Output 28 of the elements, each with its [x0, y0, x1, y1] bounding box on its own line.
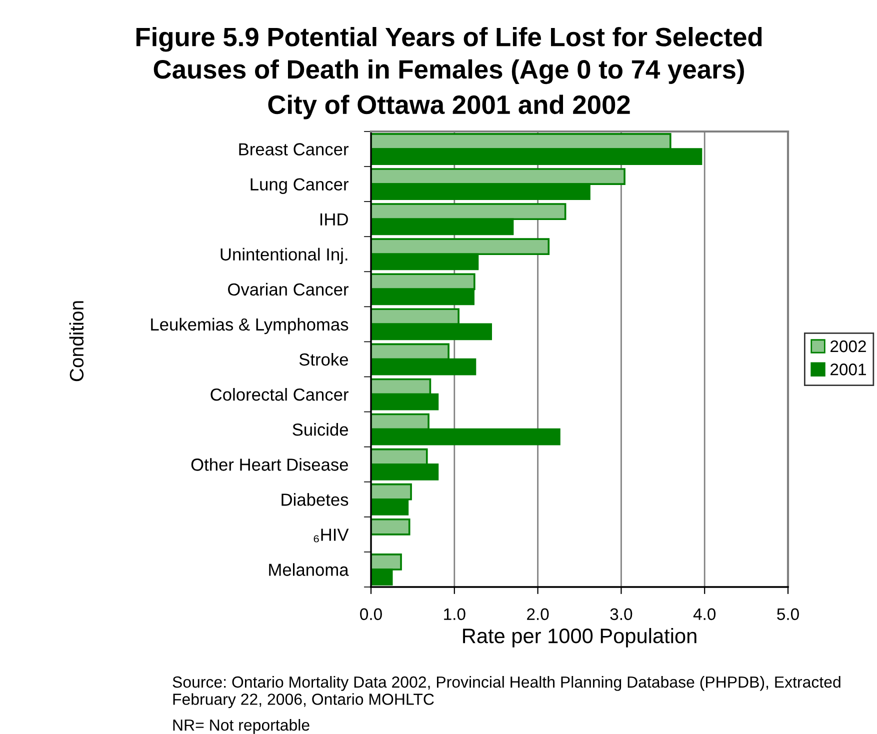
y-tick-label: Suicide: [292, 423, 348, 436]
y-tick-label: IHD: [320, 213, 348, 226]
legend-label: 2002: [830, 340, 866, 352]
x-tick-label: 3.0: [610, 608, 632, 620]
x-tick-label: 5.0: [777, 608, 799, 620]
x-tick-label: 0.0: [360, 608, 382, 620]
legend-label: 2001: [830, 364, 866, 376]
x-tick-label: 1.0: [444, 608, 466, 620]
y-tick-label: Leukemias & Lymphomas: [151, 318, 348, 334]
y-tick-label: Melanoma: [269, 563, 349, 576]
x-axis-title: Rate per 1000 Population: [463, 628, 696, 648]
y-tick-label: Lung Cancer: [250, 178, 348, 194]
y-tick-label: Diabetes: [282, 493, 348, 506]
x-tick-label: 4.0: [693, 608, 716, 620]
text: NR= Not reportable: [173, 719, 310, 734]
y-tick-label: Ovarian Cancer: [228, 282, 348, 296]
y-tick-label: Other Heart Disease: [191, 458, 348, 471]
y-tick-label: Unintentional Inj.: [220, 248, 348, 264]
y-tick-label: Stroke: [299, 352, 348, 366]
y-tick-label: Breast Cancer: [239, 143, 348, 156]
y-tick-label: ₆HIV: [314, 528, 349, 542]
bar: [371, 518, 410, 536]
chart-subtitle: City of Ottawa 2001 and 2002: [268, 94, 630, 120]
chart-title: Figure 5.9 Potential Years of Life Lost for Selected Causes of Death in Females (Age 0 to 74 years): [136, 27, 762, 84]
y-tick-label: Colorectal Cancer: [210, 388, 348, 401]
x-tick-label: 2.0: [527, 608, 549, 620]
source-note: Source: Ontario Mortality Data 2002, Provincial Health Planning Database (PHPDB), Extracted February 22, 2006, Ontario MOHLTC: [172, 676, 840, 708]
y-axis-title: Condition: [69, 301, 84, 382]
